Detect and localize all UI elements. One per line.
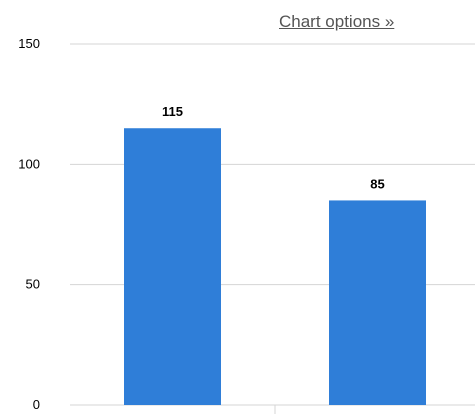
y-tick-label: 50 — [26, 277, 40, 292]
bar-value-label: 85 — [370, 176, 384, 191]
chart-options-link[interactable]: Chart options » — [279, 12, 395, 31]
bar[interactable] — [329, 200, 426, 405]
y-axis-tick-labels: 0 50 100 150 — [18, 36, 40, 412]
bar-value-label: 115 — [162, 104, 183, 119]
y-tick-label: 0 — [33, 397, 40, 412]
data-labels: 115 85 — [162, 104, 385, 191]
bars — [124, 128, 426, 405]
y-tick-label: 100 — [18, 156, 40, 171]
bar[interactable] — [124, 128, 221, 405]
x-axis — [70, 404, 475, 414]
y-tick-label: 150 — [18, 36, 40, 51]
